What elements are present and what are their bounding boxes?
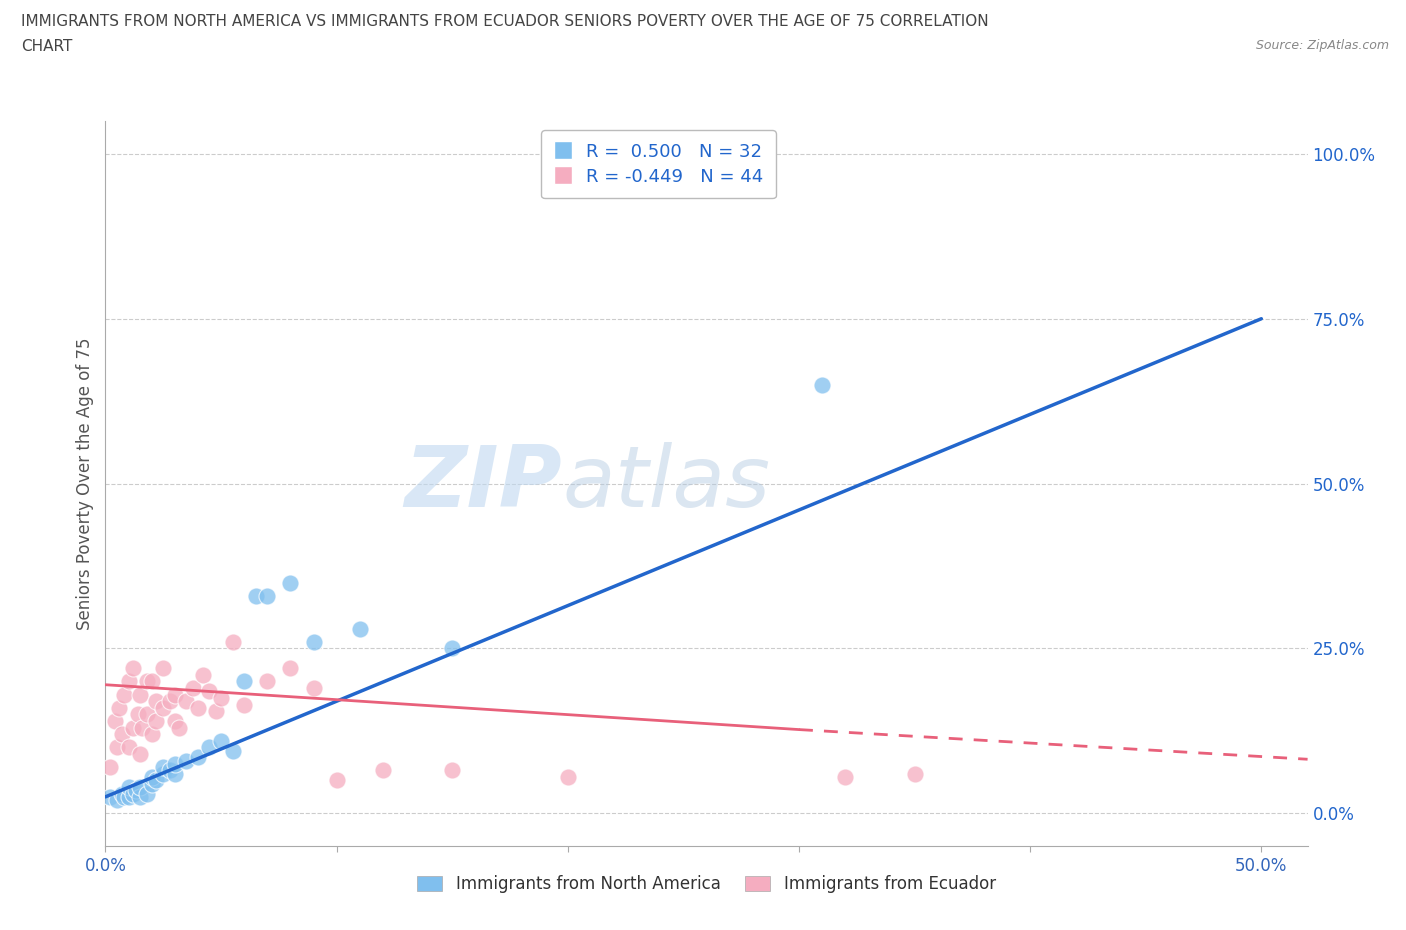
Y-axis label: Seniors Poverty Over the Age of 75: Seniors Poverty Over the Age of 75: [76, 338, 94, 630]
Point: [104, 713, 127, 728]
Point: [129, 687, 152, 702]
Point: [136, 674, 159, 689]
Point: [163, 756, 186, 771]
Point: [176, 753, 198, 768]
Point: [441, 641, 464, 656]
Point: [145, 773, 167, 788]
Point: [371, 763, 394, 777]
Point: [557, 770, 579, 785]
Point: [136, 707, 159, 722]
Point: [122, 661, 145, 676]
Point: [105, 792, 128, 807]
Point: [163, 766, 186, 781]
Point: [124, 783, 146, 798]
Point: [280, 661, 302, 676]
Legend: Immigrants from North America, Immigrants from Ecuador: Immigrants from North America, Immigrant…: [411, 869, 1002, 899]
Point: [105, 740, 128, 755]
Point: [209, 734, 232, 749]
Text: IMMIGRANTS FROM NORTH AMERICA VS IMMIGRANTS FROM ECUADOR SENIORS POVERTY OVER TH: IMMIGRANTS FROM NORTH AMERICA VS IMMIGRA…: [21, 14, 988, 29]
Point: [834, 770, 856, 785]
Point: [221, 743, 243, 758]
Point: [325, 773, 347, 788]
Point: [280, 575, 302, 590]
Point: [108, 700, 131, 715]
Point: [181, 681, 204, 696]
Point: [198, 684, 221, 698]
Point: [141, 674, 163, 689]
Point: [903, 766, 925, 781]
Point: [98, 760, 121, 775]
Point: [152, 661, 174, 676]
Point: [233, 674, 256, 689]
Point: [127, 707, 149, 722]
Point: [112, 687, 135, 702]
Text: atlas: atlas: [562, 442, 770, 525]
Point: [117, 674, 139, 689]
Point: [233, 698, 256, 712]
Point: [117, 790, 139, 804]
Point: [152, 700, 174, 715]
Point: [163, 713, 186, 728]
Point: [256, 674, 278, 689]
Point: [302, 634, 325, 649]
Point: [221, 634, 243, 649]
Text: CHART: CHART: [21, 39, 73, 54]
Point: [176, 694, 198, 709]
Point: [163, 687, 186, 702]
Point: [159, 763, 181, 777]
Point: [122, 720, 145, 735]
Point: [136, 786, 159, 801]
Point: [187, 750, 209, 764]
Point: [117, 740, 139, 755]
Point: [191, 668, 214, 683]
Point: [187, 700, 209, 715]
Point: [122, 786, 145, 801]
Point: [256, 589, 278, 604]
Point: [141, 777, 163, 791]
Text: ZIP: ZIP: [405, 442, 562, 525]
Point: [245, 589, 267, 604]
Point: [152, 766, 174, 781]
Point: [141, 726, 163, 741]
Point: [349, 621, 371, 636]
Point: [129, 790, 152, 804]
Point: [811, 378, 834, 392]
Point: [205, 704, 228, 719]
Point: [117, 779, 139, 794]
Text: Source: ZipAtlas.com: Source: ZipAtlas.com: [1256, 39, 1389, 52]
Point: [111, 786, 134, 801]
Point: [145, 713, 167, 728]
Point: [129, 779, 152, 794]
Point: [209, 690, 232, 705]
Point: [152, 760, 174, 775]
Point: [198, 740, 221, 755]
Point: [141, 770, 163, 785]
Point: [159, 694, 181, 709]
Point: [131, 720, 153, 735]
Point: [111, 726, 134, 741]
Point: [129, 747, 152, 762]
Point: [112, 790, 135, 804]
Point: [169, 720, 191, 735]
Point: [145, 694, 167, 709]
Point: [302, 681, 325, 696]
Point: [98, 790, 121, 804]
Point: [441, 763, 464, 777]
